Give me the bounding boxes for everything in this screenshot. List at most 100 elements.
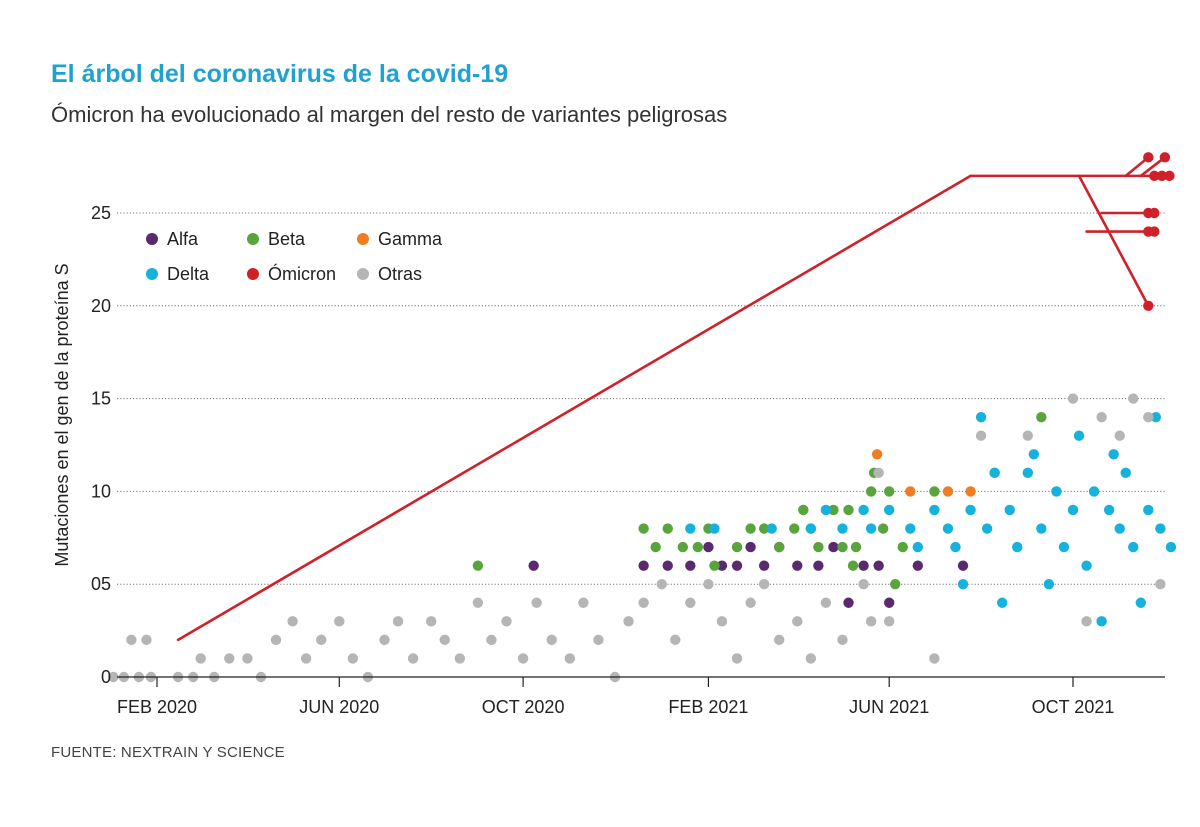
point-delta (685, 523, 696, 534)
point-otras (425, 616, 437, 627)
point-omicron (1149, 170, 1160, 182)
point-delta (957, 579, 969, 590)
point-otras (975, 430, 987, 441)
y-axis-label: Mutaciones en el gen de la proteína S (52, 263, 72, 566)
point-otras (270, 634, 282, 646)
point-otras (472, 597, 484, 608)
point-delta (975, 411, 987, 423)
point-delta (1150, 411, 1162, 423)
point-beta (731, 541, 743, 553)
point-delta (996, 597, 1008, 608)
point-delta (805, 523, 817, 534)
point-beta (828, 504, 839, 516)
point-alfa (843, 597, 854, 608)
point-beta (843, 504, 854, 516)
legend-marker-otras (357, 268, 369, 280)
point-otras (1022, 430, 1034, 441)
point-beta (1036, 411, 1047, 423)
legend-label-beta: Beta (268, 229, 306, 249)
point-beta (789, 523, 800, 534)
y-tick-label: 0 (101, 667, 111, 687)
legend-marker-delta (146, 268, 158, 280)
source-note: FUENTE: NEXTRAIN Y SCIENCE (51, 744, 285, 761)
point-otras (407, 653, 419, 664)
point-gamma (871, 449, 883, 460)
point-otras (334, 616, 345, 627)
point-omicron (1143, 300, 1154, 311)
point-delta (1081, 560, 1092, 571)
point-otras (126, 634, 137, 646)
point-beta (890, 579, 901, 590)
point-beta (774, 541, 785, 553)
point-gamma (942, 486, 954, 497)
x-tick-label: JUN 2021 (849, 697, 929, 717)
point-delta (1043, 579, 1055, 590)
point-delta (1143, 504, 1154, 516)
point-otras (1155, 579, 1166, 590)
point-otras (774, 634, 785, 646)
legend-marker-beta (247, 233, 259, 245)
point-delta (1108, 449, 1119, 460)
point-otras (1067, 393, 1079, 404)
point-otras (439, 634, 450, 646)
point-otras (865, 616, 877, 627)
legend-label-otras: Otras (378, 264, 422, 284)
point-otras (546, 634, 557, 646)
point-alfa (873, 560, 884, 571)
point-delta (942, 523, 954, 534)
point-beta (813, 541, 824, 553)
point-delta (1096, 616, 1107, 627)
point-delta (865, 523, 877, 534)
point-otras (287, 616, 298, 627)
x-tick-label: OCT 2020 (482, 697, 565, 717)
point-alfa (638, 560, 649, 571)
point-beta (883, 486, 895, 497)
point-alfa (528, 560, 539, 571)
data-points (108, 152, 1177, 683)
point-delta (1073, 430, 1085, 441)
point-delta (1012, 541, 1023, 553)
tree-branch (1077, 174, 1150, 308)
y-tick-label: 20 (91, 296, 111, 316)
y-tick-label: 25 (91, 203, 111, 223)
point-alfa (792, 560, 803, 571)
point-delta (905, 523, 916, 534)
point-alfa (731, 560, 743, 571)
point-alfa (745, 541, 756, 553)
point-omicron (1143, 152, 1154, 163)
point-beta (692, 541, 704, 553)
point-delta (1120, 467, 1131, 479)
point-beta (709, 560, 720, 571)
point-alfa (813, 560, 824, 571)
point-delta (1036, 523, 1047, 534)
point-otras (1128, 393, 1139, 404)
point-delta (929, 504, 940, 516)
point-delta (1155, 523, 1166, 534)
point-otras (379, 634, 390, 646)
point-otras (141, 634, 152, 646)
point-delta (950, 541, 961, 553)
point-otras (858, 579, 869, 590)
point-beta (847, 560, 859, 571)
point-gamma (965, 486, 976, 497)
point-delta (1088, 486, 1100, 497)
point-delta (858, 504, 869, 516)
point-otras (792, 616, 803, 627)
chart-subtitle: Ómicron ha evolucionado al margen del re… (51, 102, 728, 127)
point-beta (472, 560, 484, 571)
point-beta (877, 523, 889, 534)
point-delta (1165, 541, 1177, 553)
point-otras (1114, 430, 1125, 441)
point-delta (1114, 523, 1125, 534)
point-otras (820, 597, 832, 608)
point-delta (1135, 597, 1146, 608)
point-otras (564, 653, 576, 664)
point-otras (347, 653, 359, 664)
y-tick-label: 15 (91, 389, 111, 409)
point-beta (650, 541, 661, 553)
point-beta (897, 541, 908, 553)
point-otras (454, 653, 466, 664)
point-otras (486, 634, 497, 646)
point-otras (1081, 616, 1092, 627)
point-delta (1051, 486, 1062, 497)
